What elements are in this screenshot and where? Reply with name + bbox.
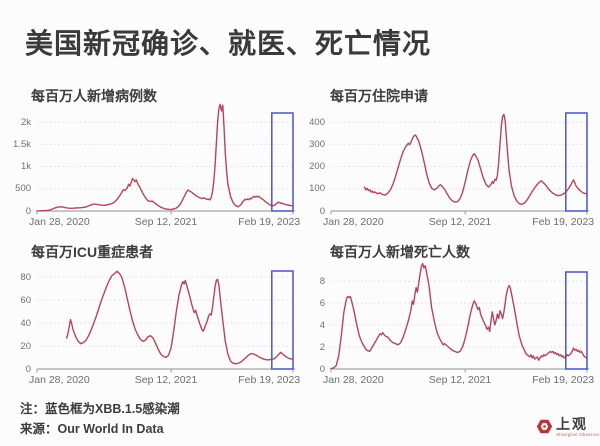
shanghai-observer-logo: 上观 Shanghai Observer — [536, 417, 600, 437]
brand-subtitle: Shanghai Observer — [556, 431, 600, 437]
source-text: 来源：Our World In Data — [20, 422, 164, 436]
x-tick-label: Jan 28, 2020 — [29, 216, 90, 228]
xbb-wave-highlight-box — [565, 271, 588, 370]
y-tick-label: 2k — [20, 116, 31, 128]
y-tick-label: 80 — [20, 271, 31, 283]
x-tick-label: Jan 28, 2020 — [323, 216, 384, 228]
x-tick-label: Sep 12, 2021 — [134, 216, 198, 228]
y-tick-label: 0 — [25, 363, 31, 375]
line-chart-1 — [330, 112, 589, 215]
note-text: 注：蓝色框为XBB.1.5感染潮 — [20, 402, 180, 416]
y-tick-label: 40 — [20, 317, 31, 329]
data-curve — [363, 113, 588, 205]
x-tick-label: Feb 19, 2023 — [238, 216, 301, 228]
xbb-wave-highlight-box — [271, 270, 294, 370]
x-tick-label: Feb 19, 2023 — [532, 374, 595, 386]
y-tick-label: 200 — [309, 161, 325, 173]
y-tick-label: 500 — [15, 183, 31, 195]
x-tick-label: Sep 12, 2021 — [428, 216, 492, 228]
page-title: 美国新冠确诊、就医、死亡情况 — [25, 28, 432, 59]
y-tick-label: 400 — [309, 116, 325, 128]
data-curve — [330, 262, 588, 370]
x-tick-label: Feb 19, 2023 — [532, 216, 595, 228]
hexagon-ring-icon — [536, 419, 553, 434]
data-curve — [36, 103, 294, 212]
x-tick-label: Jan 28, 2020 — [323, 374, 384, 386]
y-tick-label: 2 — [319, 341, 325, 353]
y-tick-label: 100 — [309, 183, 325, 195]
xbb-wave-highlight-box — [565, 112, 588, 212]
y-tick-label: 1k — [20, 161, 31, 173]
data-curve — [66, 270, 294, 365]
chart-title-hospital-admissions: 每百万住院申请 — [330, 88, 428, 104]
y-tick-label: 1.5k — [13, 138, 31, 150]
line-chart-2 — [36, 270, 295, 373]
y-tick-label: 20 — [20, 340, 31, 352]
y-tick-label: 0 — [319, 205, 325, 217]
xbb-wave-highlight-box — [271, 112, 294, 212]
y-tick-label: 0 — [319, 363, 325, 375]
logo-text: 上观 Shanghai Observer — [556, 417, 600, 437]
line-chart-0 — [36, 103, 295, 215]
x-tick-label: Jan 28, 2020 — [29, 374, 90, 386]
chart-title-new-deaths: 每百万人新增死亡人数 — [330, 244, 470, 260]
line-chart-3 — [330, 262, 589, 373]
y-tick-label: 0 — [25, 205, 31, 217]
chart-title-new-cases: 每百万人新增病例数 — [31, 88, 157, 104]
y-tick-label: 6 — [319, 297, 325, 309]
chart-title-icu-patients: 每百万ICU重症患者 — [31, 244, 154, 260]
y-tick-label: 300 — [309, 138, 325, 150]
x-tick-label: Sep 12, 2021 — [134, 374, 198, 386]
x-tick-label: Sep 12, 2021 — [428, 374, 492, 386]
y-tick-label: 8 — [319, 275, 325, 287]
x-tick-label: Feb 19, 2023 — [238, 374, 301, 386]
brand-name: 上观 — [556, 416, 588, 432]
y-tick-label: 4 — [319, 319, 325, 331]
y-tick-label: 60 — [20, 294, 31, 306]
